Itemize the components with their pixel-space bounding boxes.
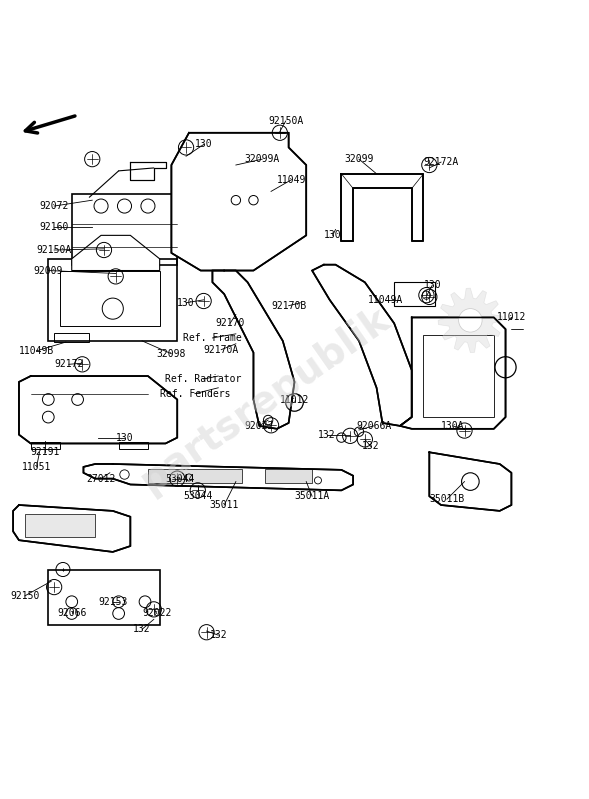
Text: 32099: 32099 — [345, 154, 373, 164]
Text: 92170A: 92170A — [204, 344, 239, 355]
Text: 92160: 92160 — [39, 221, 69, 232]
Polygon shape — [72, 236, 160, 271]
Text: Ref. Fenders: Ref. Fenders — [160, 388, 230, 399]
Text: 92072: 92072 — [39, 201, 69, 211]
Text: 130: 130 — [177, 298, 195, 308]
Polygon shape — [342, 174, 423, 241]
Text: 132: 132 — [318, 430, 336, 439]
Text: 32098: 32098 — [157, 349, 186, 359]
Bar — [60, 271, 160, 326]
Text: 92022: 92022 — [142, 609, 171, 618]
Text: 11051: 11051 — [22, 462, 51, 472]
Text: 92172A: 92172A — [423, 157, 459, 167]
Text: 92191: 92191 — [31, 447, 60, 457]
Text: Ref. Frame: Ref. Frame — [183, 333, 242, 343]
Text: 130: 130 — [423, 280, 441, 290]
Circle shape — [459, 308, 482, 332]
Text: 35011B: 35011B — [429, 494, 465, 504]
Bar — [148, 469, 241, 483]
Text: 11049A: 11049A — [368, 295, 403, 305]
Text: 11012: 11012 — [497, 312, 526, 323]
Text: 130: 130 — [324, 230, 342, 240]
Polygon shape — [130, 162, 166, 180]
Bar — [48, 570, 160, 625]
Text: 92150: 92150 — [10, 591, 39, 601]
Text: Ref. Radiator: Ref. Radiator — [166, 374, 242, 384]
Polygon shape — [171, 133, 306, 271]
Polygon shape — [19, 376, 177, 443]
Text: 130: 130 — [115, 432, 133, 443]
Bar — [54, 333, 90, 342]
Polygon shape — [312, 264, 412, 426]
Text: 92150A: 92150A — [268, 116, 303, 126]
Bar — [118, 443, 148, 449]
Text: 130A: 130A — [441, 421, 465, 431]
Polygon shape — [224, 271, 241, 291]
Text: 35011A: 35011A — [294, 491, 330, 501]
Polygon shape — [400, 317, 505, 429]
Text: 53044: 53044 — [183, 491, 213, 501]
Bar — [31, 443, 60, 449]
Text: 92170: 92170 — [216, 318, 244, 328]
Text: 132: 132 — [133, 624, 151, 634]
Text: 92066: 92066 — [57, 609, 87, 618]
Text: 92170B: 92170B — [271, 300, 306, 311]
Bar — [25, 514, 95, 537]
Polygon shape — [213, 271, 294, 429]
Text: 132: 132 — [362, 441, 379, 451]
Text: 92153: 92153 — [98, 597, 127, 606]
Bar — [48, 259, 177, 341]
Polygon shape — [438, 288, 502, 352]
Bar — [265, 469, 312, 483]
Text: 35011: 35011 — [210, 500, 239, 510]
Text: 32099A: 32099A — [244, 154, 280, 164]
Text: 11049B: 11049B — [19, 346, 54, 356]
Text: 11012: 11012 — [280, 395, 309, 404]
Text: 130: 130 — [195, 140, 213, 149]
Text: 92009: 92009 — [34, 265, 63, 276]
Bar — [394, 282, 435, 306]
Text: 132: 132 — [210, 630, 227, 640]
Bar — [423, 335, 494, 417]
Polygon shape — [429, 452, 511, 511]
Text: 27012: 27012 — [87, 474, 115, 483]
Bar — [72, 194, 177, 264]
Text: 53044: 53044 — [166, 474, 195, 483]
Text: 92066A: 92066A — [356, 421, 391, 431]
Text: partsrepublik: partsrepublik — [133, 299, 397, 500]
Text: 92022: 92022 — [244, 421, 274, 431]
Polygon shape — [84, 464, 353, 491]
Text: 92150A: 92150A — [37, 245, 72, 255]
Text: 11049: 11049 — [277, 175, 306, 185]
Polygon shape — [13, 505, 130, 552]
Text: 92172: 92172 — [54, 360, 84, 369]
